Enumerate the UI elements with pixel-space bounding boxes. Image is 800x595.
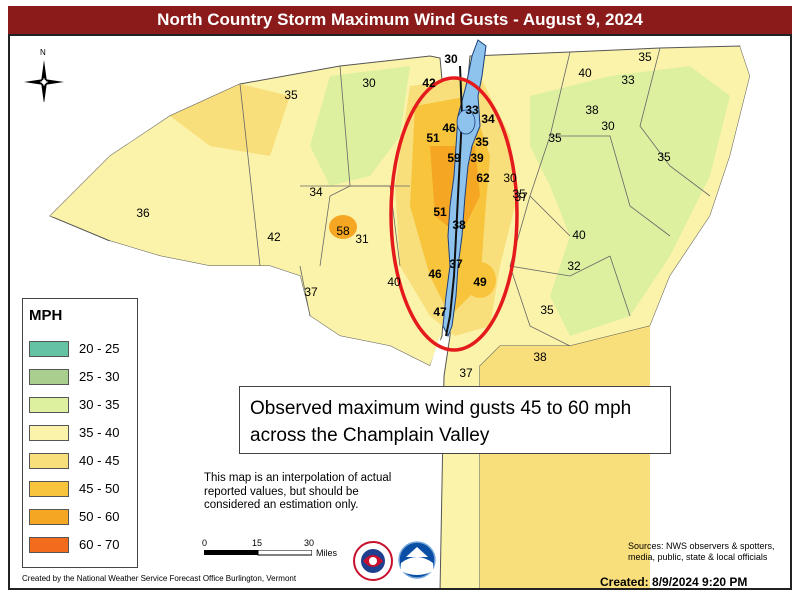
legend-row: 50 - 60 <box>29 507 133 529</box>
gust-value-label: 49 <box>473 275 487 289</box>
green-mountains-zone <box>530 66 730 336</box>
gust-value-label: 40 <box>578 66 592 80</box>
gust-value-label: 35 <box>657 150 671 164</box>
legend-swatch <box>29 509 69 525</box>
scale-tick-label: 0 <box>202 538 208 548</box>
scale-tick-label: 15 <box>252 538 263 548</box>
disclaimer-text: This map is an interpolation of actual r… <box>204 472 392 511</box>
legend-label: 25 - 30 <box>79 369 120 384</box>
annotation-box: Observed maximum wind gusts 45 to 60 mph… <box>239 386 671 454</box>
vermont-south-zone <box>480 326 650 588</box>
gust-value-label: 32 <box>567 259 581 273</box>
legend-row: 40 - 45 <box>29 451 133 473</box>
hotspot-49 <box>464 262 496 298</box>
gust-value-label: 30 <box>362 76 376 90</box>
legend-row: 25 - 30 <box>29 367 133 389</box>
gust-value-label: 36 <box>136 206 150 220</box>
hotspot-58 <box>329 215 357 239</box>
st-lawrence-zone <box>50 116 210 236</box>
gust-value-label: 35 <box>540 303 554 317</box>
adirondack-zone <box>310 66 410 186</box>
gust-value-label: 58 <box>336 224 350 238</box>
legend-swatch <box>29 425 69 441</box>
gust-value-label: 59 <box>447 151 461 165</box>
gust-value-label: 42 <box>422 76 436 90</box>
gust-value-label: 37 <box>514 190 528 204</box>
gust-value-label: 38 <box>585 103 599 117</box>
legend-swatch <box>29 537 69 553</box>
legend-swatch <box>29 453 69 469</box>
legend: MPH 20 - 25 25 - 30 30 - 35 35 - 40 40 -… <box>22 298 138 568</box>
scale-bar-graphic <box>204 550 312 556</box>
gust-value-label: 46 <box>428 267 442 281</box>
gust-value-label: 35 <box>512 187 526 201</box>
west-orange-zone <box>170 84 290 156</box>
legend-row: 60 - 70 <box>29 535 133 557</box>
gust-value-label: 35 <box>284 88 298 102</box>
county-lines <box>239 47 711 347</box>
legend-label: 60 - 70 <box>79 537 120 552</box>
gust-value-label: 34 <box>481 112 495 126</box>
compass-tail <box>41 82 47 104</box>
nws-logo-icon <box>353 541 393 581</box>
scale-bar: 0 15 30 Miles <box>200 538 350 562</box>
legend-swatch <box>29 341 69 357</box>
map-title: North Country Storm Maximum Wind Gusts -… <box>8 6 792 34</box>
legend-swatch <box>29 369 69 385</box>
new-hampshire-region <box>650 44 790 588</box>
legend-label: 45 - 50 <box>79 481 120 496</box>
legend-label: 30 - 35 <box>79 397 120 412</box>
sources-text: Sources: NWS observers & spotters, media… <box>628 541 775 562</box>
legend-row: 35 - 40 <box>29 423 133 445</box>
scale-tick-label: 30 <box>304 538 315 548</box>
created-timestamp: Created: 8/9/2024 9:20 PM <box>600 575 748 589</box>
legend-label: 35 - 40 <box>79 425 120 440</box>
champlain-valley-highlight <box>389 76 519 352</box>
legend-row: 20 - 25 <box>29 339 133 361</box>
lake-islands <box>456 109 476 135</box>
legend-label: 40 - 45 <box>79 453 120 468</box>
gust-value-label: 51 <box>433 205 447 219</box>
map-frame: 35 30 30 42 33 34 46 51 35 59 39 62 30 37 34 36 42 58 31 51… <box>8 34 792 590</box>
credit-text: Created by the National Weather Service … <box>22 574 297 583</box>
legend-swatch <box>29 481 69 497</box>
gust-value-label: 34 <box>309 185 323 199</box>
legend-swatch <box>29 397 69 413</box>
gust-value-label: 31 <box>355 232 369 246</box>
legend-row: 45 - 50 <box>29 479 133 501</box>
gust-value-label: 37 <box>304 285 318 299</box>
legend-label: 50 - 60 <box>79 509 120 524</box>
legend-row: 30 - 35 <box>29 395 133 417</box>
gust-value-label: 51 <box>426 131 440 145</box>
gust-value-label: 46 <box>442 121 456 135</box>
compass-rose <box>24 48 64 104</box>
gust-value-label: 42 <box>267 230 281 244</box>
gust-value-label: 33 <box>465 103 479 117</box>
gust-value-label: 38 <box>533 350 547 364</box>
gust-value-label: 30 <box>601 119 615 133</box>
gust-value-label: 35 <box>548 131 562 145</box>
gust-value-label: 30 <box>503 171 517 185</box>
gust-value-label: 35 <box>638 50 652 64</box>
gust-value-label: 30 <box>444 52 458 66</box>
gust-value-label: 38 <box>452 218 466 232</box>
noaa-logo-icon <box>398 541 436 579</box>
gust-value-label: 62 <box>476 171 490 185</box>
gust-value-label: 33 <box>621 73 635 87</box>
compass-north-label: N <box>40 48 46 57</box>
compass-needle <box>41 60 47 82</box>
compass-west <box>24 79 44 85</box>
gust-value-label: 47 <box>433 305 447 319</box>
legend-label: 20 - 25 <box>79 341 120 356</box>
gust-value-label: 37 <box>459 366 473 380</box>
gust-value-label: 40 <box>387 275 401 289</box>
gust-value-label: 40 <box>572 228 586 242</box>
gust-value-label: 35 <box>475 135 489 149</box>
scale-units: Miles <box>316 548 338 558</box>
compass-east <box>44 79 64 85</box>
gust-value-label: 37 <box>449 257 463 271</box>
gust-value-label: 39 <box>470 151 484 165</box>
legend-title: MPH <box>29 307 63 324</box>
